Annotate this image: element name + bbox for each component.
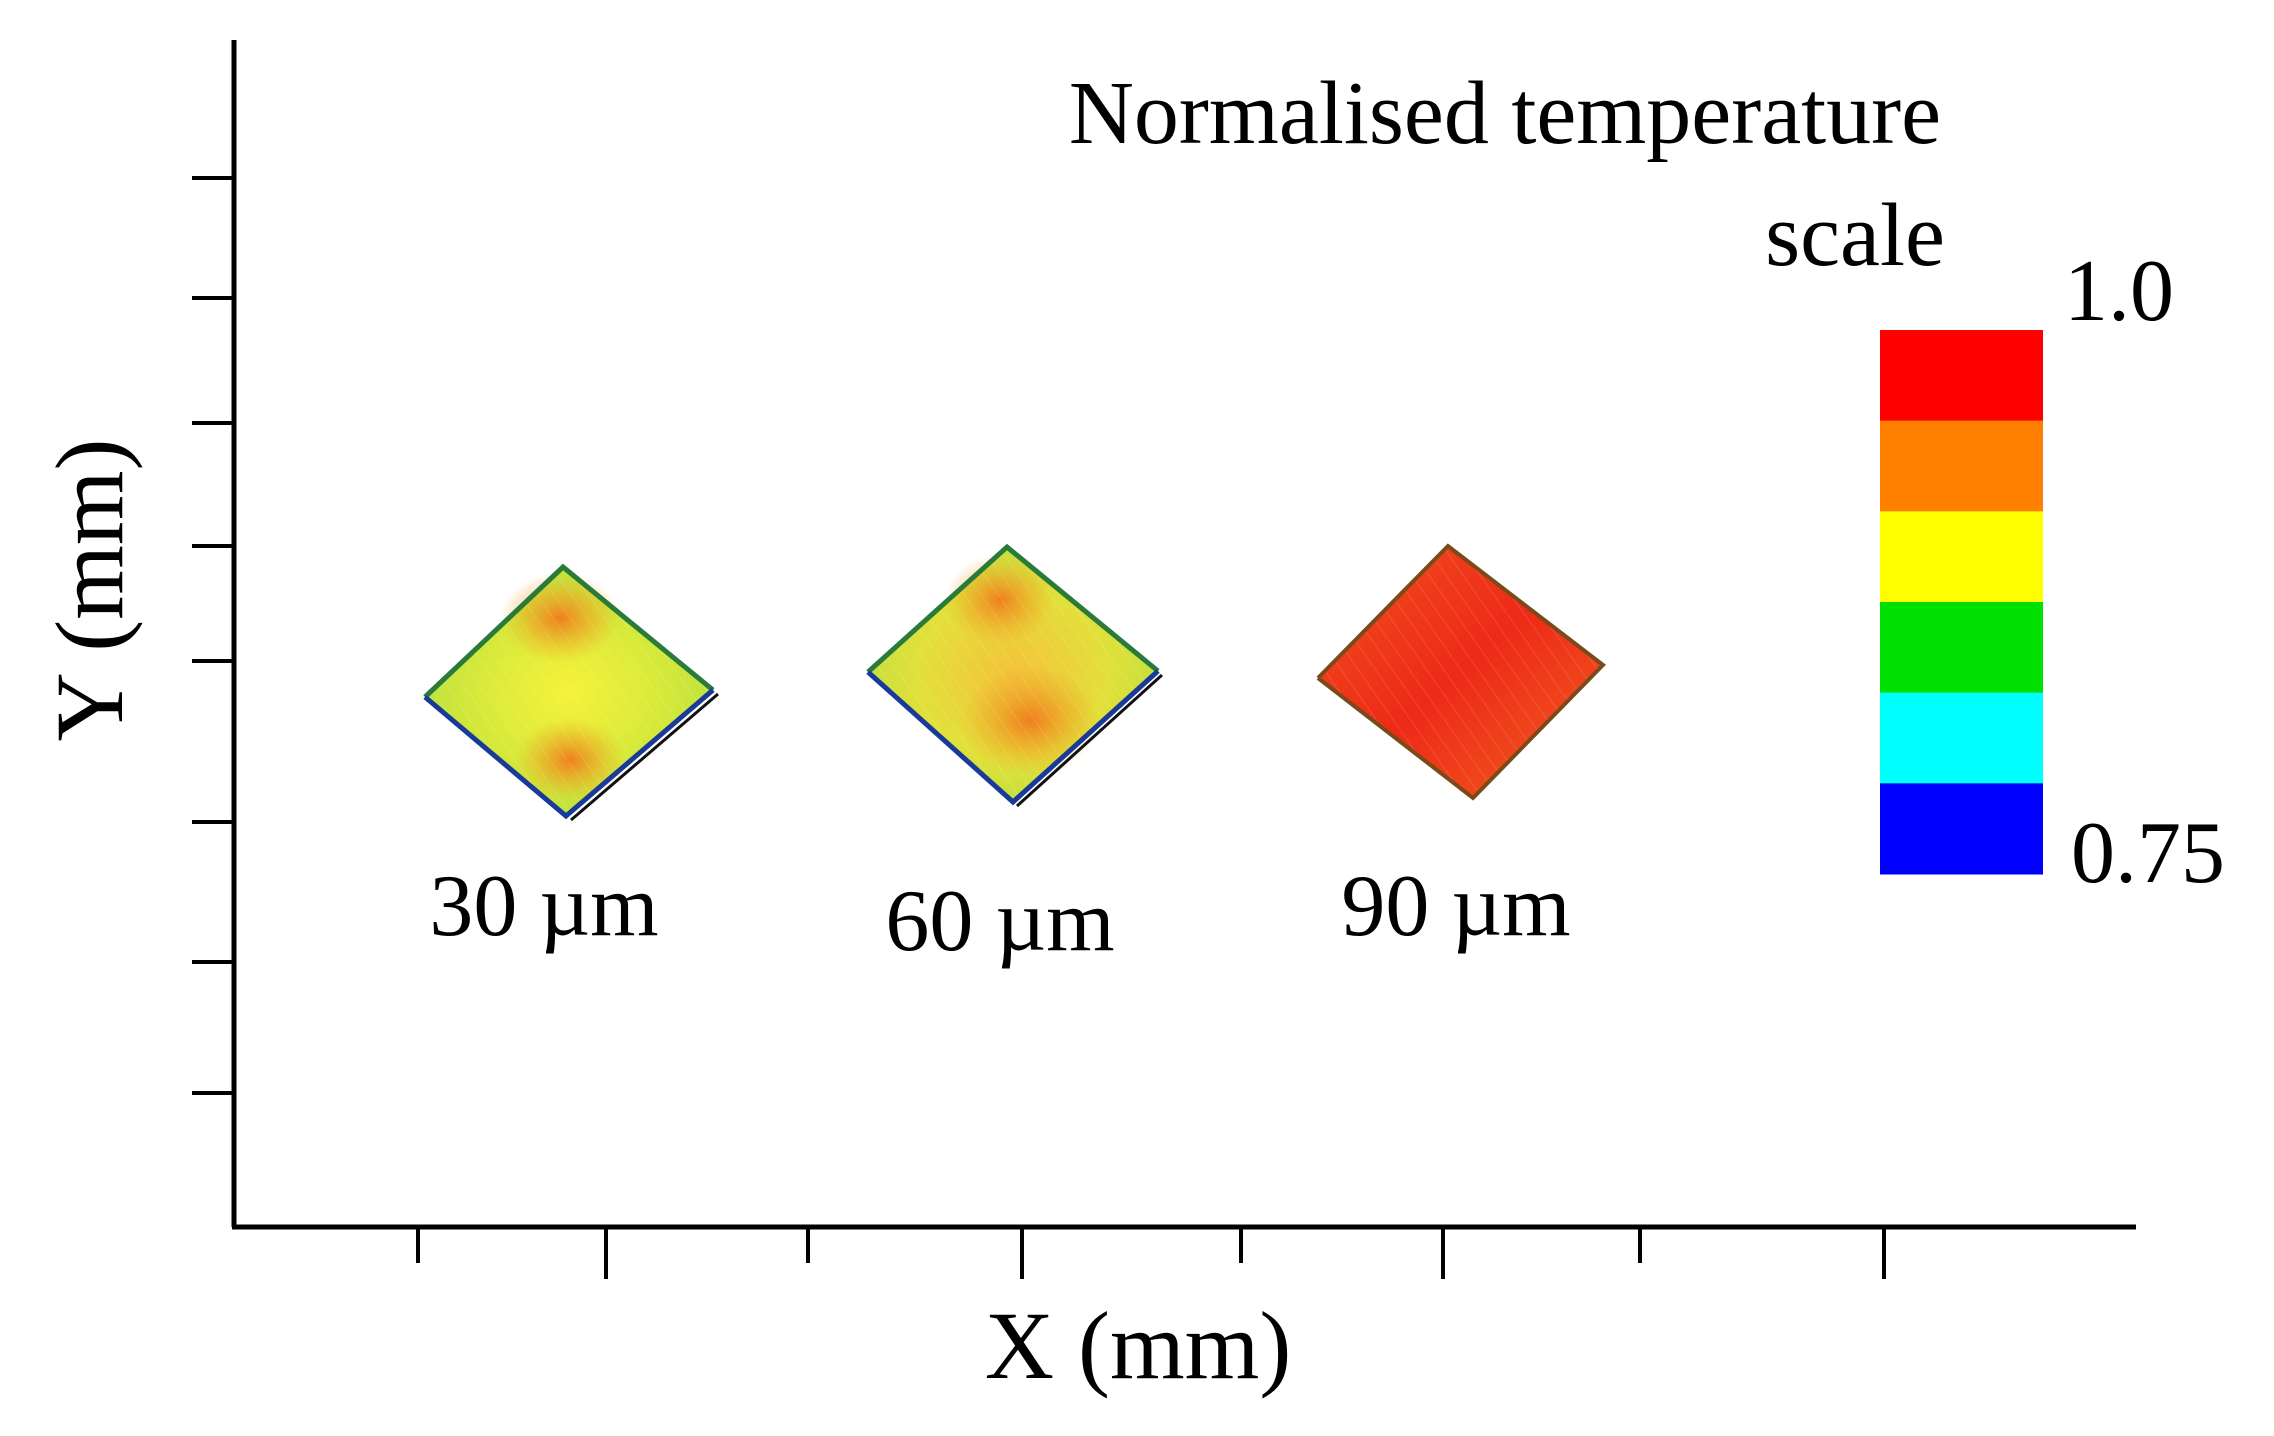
colorbar-band-3	[1880, 511, 2043, 603]
colorbar-band-4	[1880, 602, 2043, 694]
sample-60um-edge	[866, 543, 1160, 674]
sample-90um-label: 90 µm	[1341, 858, 1570, 955]
sample-60um	[866, 543, 1164, 808]
y-axis-label: Y (mm)	[36, 438, 143, 741]
colorbar	[1880, 330, 2043, 875]
sample-30um-label: 30 µm	[429, 858, 658, 955]
sample-60um-label: 60 µm	[885, 873, 1114, 970]
colorbar-band-6	[1880, 783, 2043, 875]
colorbar-max-label: 1.0	[2064, 243, 2174, 340]
sample-30um-edge	[423, 563, 715, 699]
sample-90um	[1316, 543, 1607, 801]
colorbar-min-label: 0.75	[2071, 805, 2225, 902]
colorbar-title-line-2: scale	[1765, 186, 1945, 285]
sample-30um	[423, 563, 719, 822]
colorbar-band-1	[1880, 330, 2043, 422]
colorbar-title-line-1: Normalised temperature	[1069, 64, 1941, 163]
x-axis-label: X (mm)	[985, 1292, 1292, 1399]
colorbar-band-5	[1880, 692, 2043, 784]
sample-90um-edge	[1316, 543, 1607, 801]
colorbar-band-2	[1880, 420, 2043, 512]
